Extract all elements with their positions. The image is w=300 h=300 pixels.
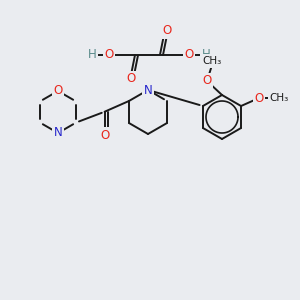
Text: O: O bbox=[126, 73, 136, 85]
Text: CH₃: CH₃ bbox=[202, 56, 222, 66]
Text: O: O bbox=[104, 49, 114, 62]
Text: O: O bbox=[184, 49, 194, 62]
Text: H: H bbox=[202, 49, 210, 62]
Text: O: O bbox=[100, 129, 109, 142]
Text: O: O bbox=[202, 74, 211, 88]
Text: CH₃: CH₃ bbox=[269, 93, 289, 103]
Text: H: H bbox=[88, 49, 96, 62]
Text: N: N bbox=[54, 127, 62, 140]
Text: O: O bbox=[53, 85, 63, 98]
Text: N: N bbox=[144, 83, 152, 97]
Text: O: O bbox=[162, 25, 172, 38]
Text: O: O bbox=[254, 92, 264, 104]
